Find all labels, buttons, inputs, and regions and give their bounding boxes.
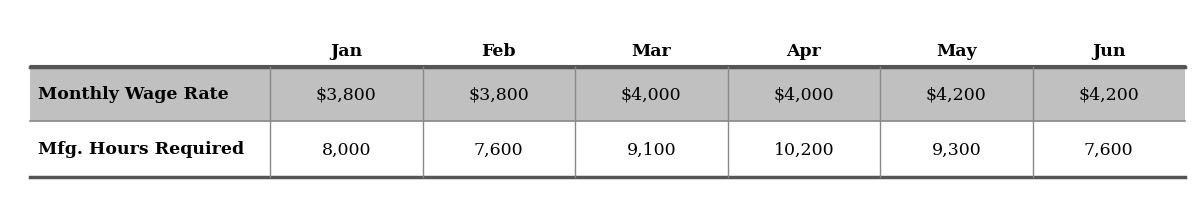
Bar <box>30 68 1186 121</box>
Text: 9,300: 9,300 <box>931 141 982 158</box>
Text: $4,000: $4,000 <box>620 86 682 103</box>
Text: 7,600: 7,600 <box>474 141 523 158</box>
Text: Jan: Jan <box>330 42 362 59</box>
Text: Mar: Mar <box>631 42 671 59</box>
Text: 9,100: 9,100 <box>626 141 676 158</box>
Text: $3,800: $3,800 <box>468 86 529 103</box>
Text: $4,200: $4,200 <box>1079 86 1139 103</box>
Text: 8,000: 8,000 <box>322 141 371 158</box>
Text: $4,200: $4,200 <box>926 86 986 103</box>
Text: 7,600: 7,600 <box>1084 141 1134 158</box>
Text: May: May <box>936 42 977 59</box>
Text: $3,800: $3,800 <box>316 86 377 103</box>
Text: $4,000: $4,000 <box>774 86 834 103</box>
Text: Jun: Jun <box>1092 42 1126 59</box>
Text: Mfg. Hours Required: Mfg. Hours Required <box>38 141 244 158</box>
Text: Monthly Wage Rate: Monthly Wage Rate <box>38 86 229 103</box>
Text: 10,200: 10,200 <box>774 141 834 158</box>
Text: Apr: Apr <box>786 42 821 59</box>
Text: Feb: Feb <box>481 42 516 59</box>
